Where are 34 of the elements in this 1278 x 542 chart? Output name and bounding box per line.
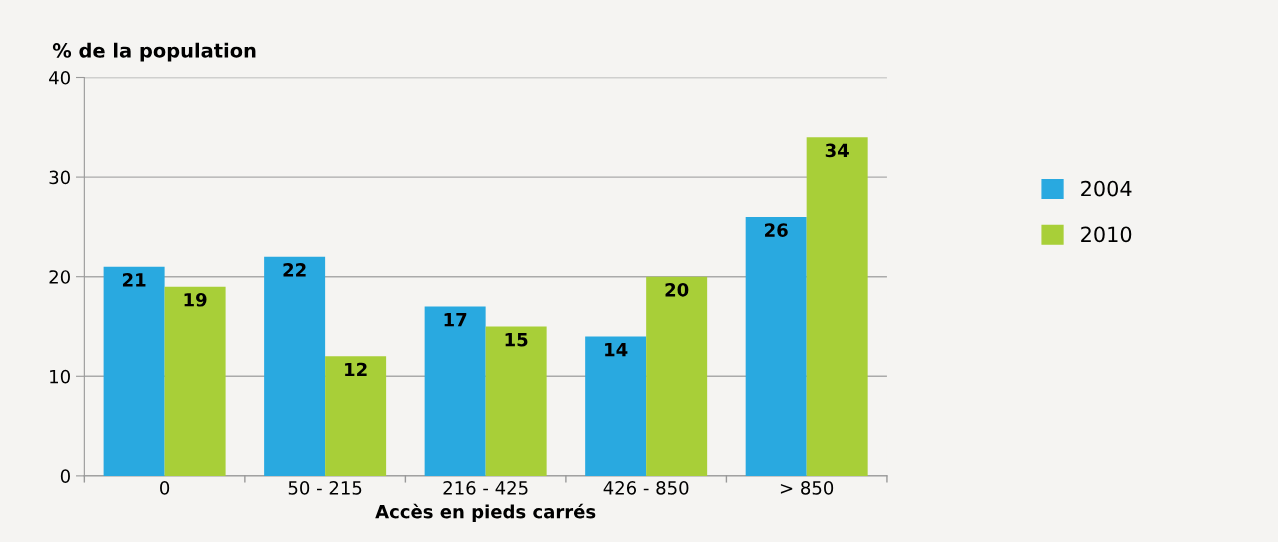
x-tick-label: 216 - 425: [443, 481, 528, 495]
x-axis-title: Accès en pieds carrés: [375, 503, 596, 522]
x-tick-label: 426 - 850: [603, 481, 689, 495]
x-tick-label: 0: [160, 481, 170, 495]
bar: [485, 326, 547, 476]
bar: [164, 286, 226, 476]
data-label: 14: [605, 342, 628, 357]
bar: [325, 356, 387, 476]
data-label: 20: [665, 282, 689, 297]
y-tick-label: 0: [60, 469, 70, 483]
bar: [806, 137, 868, 476]
bar: [103, 266, 165, 476]
data-label: 26: [765, 223, 788, 237]
legend-label: 2004: [1081, 180, 1132, 197]
y-tick-label: 20: [49, 270, 70, 284]
data-label: 21: [122, 273, 146, 287]
data-label: 22: [283, 263, 306, 277]
y-tick-label: 10: [50, 369, 70, 384]
y-axis-title: % de la population: [52, 42, 256, 62]
y-tick-label: 40: [49, 70, 70, 85]
data-label: 12: [345, 362, 367, 377]
bar: [264, 256, 326, 476]
data-label: 15: [505, 333, 528, 347]
x-tick-label: > 850: [780, 481, 834, 495]
data-label: 17: [444, 313, 467, 327]
bar: [585, 336, 647, 476]
data-label: 34: [825, 143, 849, 158]
bar: [424, 306, 486, 476]
x-tick-label: 50 - 215: [288, 481, 362, 495]
bar: [745, 216, 807, 476]
legend-label: 2010: [1081, 226, 1132, 243]
data-label: 19: [184, 292, 207, 307]
bar: [646, 276, 708, 476]
y-tick-label: 30: [49, 170, 70, 185]
